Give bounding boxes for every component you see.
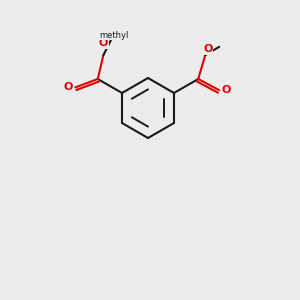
Text: O: O: [221, 85, 231, 95]
Text: O: O: [64, 82, 73, 92]
Text: O: O: [99, 38, 108, 48]
Text: methyl: methyl: [99, 31, 128, 40]
Text: O: O: [203, 44, 213, 54]
